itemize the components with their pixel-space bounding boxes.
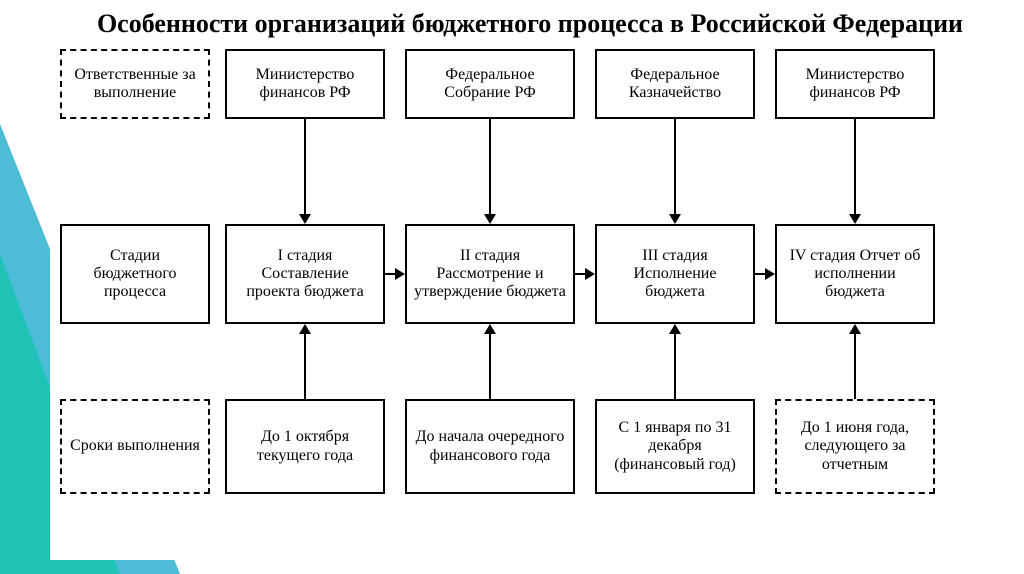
arrow-stage-0-to-1 bbox=[385, 268, 405, 280]
page-title: Особенности организаций бюджетного проце… bbox=[60, 8, 1000, 39]
arrow-deadline-stage-0 bbox=[299, 324, 311, 399]
arrow-resp-stage-0 bbox=[299, 119, 311, 224]
stage-1: II стадия Рассмотрение и утверждение бюд… bbox=[405, 224, 575, 324]
deadline-2: С 1 января по 31 декабря (финансовый год… bbox=[595, 399, 755, 494]
deadline-0: До 1 октября текущего года bbox=[225, 399, 385, 494]
arrow-resp-stage-3 bbox=[849, 119, 861, 224]
arrow-deadline-stage-2 bbox=[669, 324, 681, 399]
row-label-deadlines: Сроки выполнения bbox=[60, 399, 210, 494]
arrow-stage-2-to-3 bbox=[755, 268, 775, 280]
arrow-resp-stage-1 bbox=[484, 119, 496, 224]
stage-2: III стадия Исполнение бюджета bbox=[595, 224, 755, 324]
slide-content: Особенности организаций бюджетного проце… bbox=[50, 0, 1010, 560]
row-label-stages: Стадии бюджетного процесса bbox=[60, 224, 210, 324]
arrow-deadline-stage-1 bbox=[484, 324, 496, 399]
row-label-responsible: Ответственные за выполнение bbox=[60, 49, 210, 119]
responsible-0: Министерство финансов РФ bbox=[225, 49, 385, 119]
arrow-deadline-stage-3 bbox=[849, 324, 861, 399]
flowchart-diagram: Ответственные за выполнение Стадии бюджет… bbox=[60, 49, 1000, 509]
responsible-3: Министерство финансов РФ bbox=[775, 49, 935, 119]
stage-3: IV стадия Отчет об исполнении бюджета bbox=[775, 224, 935, 324]
arrow-stage-1-to-2 bbox=[575, 268, 595, 280]
stage-0: I стадия Составление проекта бюджета bbox=[225, 224, 385, 324]
responsible-1: Федеральное Собрание РФ bbox=[405, 49, 575, 119]
deadline-3: До 1 июня года, следующего за отчетным bbox=[775, 399, 935, 494]
deadline-1: До начала очередного финансового года bbox=[405, 399, 575, 494]
responsible-2: Федеральное Казначейство bbox=[595, 49, 755, 119]
arrow-resp-stage-2 bbox=[669, 119, 681, 224]
